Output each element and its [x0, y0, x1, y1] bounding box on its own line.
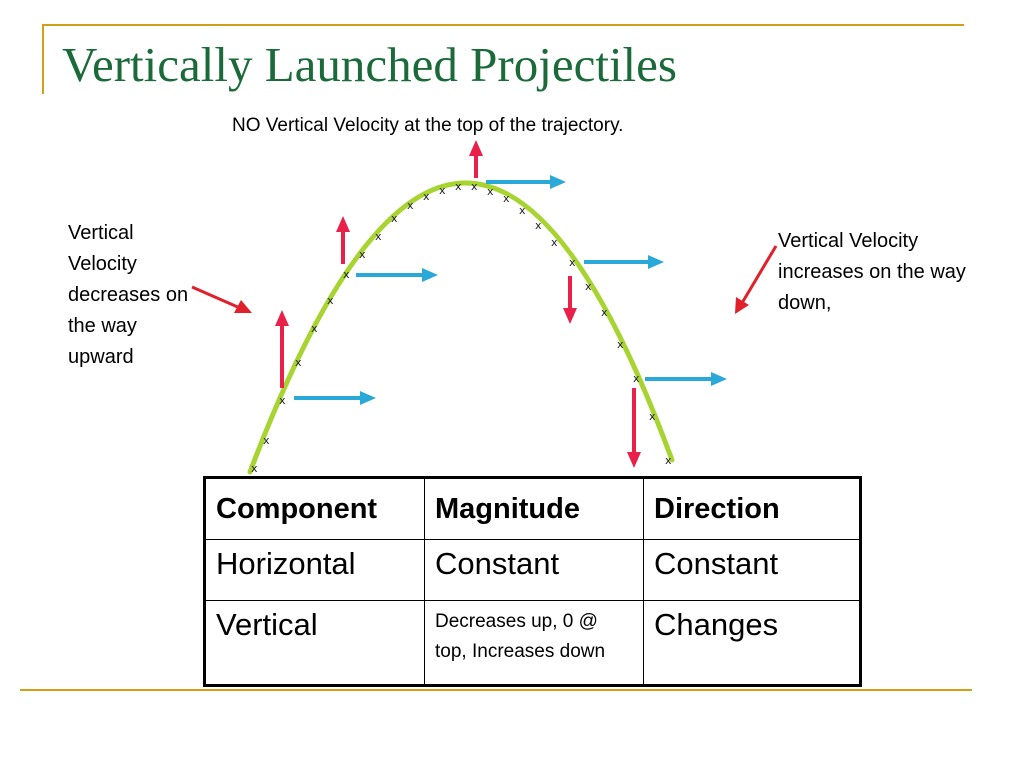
table-header-row: Component Magnitude Direction — [204, 476, 861, 541]
cell-vertical-component: Vertical — [204, 599, 425, 687]
bottom-rule — [20, 689, 972, 691]
trajectory-x-marker: x — [601, 306, 608, 319]
left-caption: Vertical Velocity decreases on the way u… — [68, 222, 189, 368]
right-caption: Vertical Velocity increases on the way d… — [778, 230, 966, 314]
trajectory-x-marker: x — [295, 356, 302, 369]
cell-horizontal-component: Horizontal — [204, 539, 425, 601]
vertical-velocity-arrow — [563, 276, 577, 324]
vertical-velocity-arrow — [627, 388, 641, 468]
velocity-summary-table: Component Magnitude Direction Horizontal… — [203, 476, 862, 687]
table-row: Vertical Decreases up, 0 @ top, Increase… — [204, 599, 861, 687]
trajectory-x-marker: x — [375, 230, 382, 243]
trajectory-x-marker: x — [551, 236, 558, 249]
trajectory-x-marker: x — [343, 268, 350, 281]
trajectory-x-marker: x — [503, 192, 510, 205]
left-pointer-arrow — [191, 285, 252, 313]
trajectory-x-marker: x — [633, 372, 640, 385]
trajectory-x-marker: x — [423, 190, 430, 203]
cell-horizontal-direction: Constant — [643, 539, 861, 601]
vertical-velocity-arrows — [275, 140, 641, 468]
title-rule-left — [42, 24, 44, 94]
cell-vertical-direction: Changes — [643, 599, 861, 687]
right-pointer-arrow — [735, 245, 778, 314]
horizontal-velocity-arrow — [645, 372, 727, 386]
trajectory-x-marker: x — [649, 410, 656, 423]
header-magnitude: Magnitude — [424, 476, 644, 541]
title-rule-top — [44, 24, 964, 26]
table-row: Horizontal Constant Constant — [204, 539, 861, 601]
top-caption: NO Vertical Velocity at the top of the t… — [232, 115, 624, 136]
trajectory-x-marker: x — [279, 394, 286, 407]
trajectory-x-marker: x — [665, 454, 672, 467]
trajectory-x-marker: x — [535, 219, 542, 232]
trajectory-x-marker: x — [519, 204, 526, 217]
trajectory-x-marker: x — [311, 322, 318, 335]
vertical-velocity-arrow — [469, 140, 483, 178]
trajectory-x-marker: x — [263, 434, 270, 447]
trajectory-x-marker: x — [617, 338, 624, 351]
trajectory-x-marker: x — [407, 199, 414, 212]
horizontal-velocity-arrow — [356, 268, 438, 282]
trajectory-x-marker: x — [487, 185, 494, 198]
trajectory-curve — [247, 180, 675, 475]
horizontal-velocity-arrow — [584, 255, 664, 269]
trajectory-x-marker: x — [327, 294, 334, 307]
trajectory-x-marker: x — [455, 180, 462, 193]
trajectory-x-marker: x — [569, 256, 576, 269]
trajectory-x-marker: x — [391, 212, 398, 225]
cell-horizontal-magnitude: Constant — [424, 539, 644, 601]
header-direction: Direction — [643, 476, 861, 541]
cell-vertical-magnitude: Decreases up, 0 @ top, Increases down — [424, 599, 644, 687]
slide-title: Vertically Launched Projectiles — [62, 37, 677, 92]
header-component: Component — [204, 476, 425, 541]
vertical-velocity-arrow — [336, 216, 350, 264]
horizontal-velocity-arrow — [294, 391, 376, 405]
trajectory-x-marker: x — [471, 180, 478, 193]
horizontal-velocity-arrow — [486, 175, 566, 189]
horizontal-velocity-arrows — [294, 175, 727, 405]
trajectory-x-marker: x — [439, 184, 446, 197]
trajectory-x-marker: x — [251, 462, 258, 475]
trajectory-x-marker: x — [585, 280, 592, 293]
vertical-velocity-arrow — [275, 310, 289, 388]
trajectory-x-marker: x — [359, 248, 366, 261]
